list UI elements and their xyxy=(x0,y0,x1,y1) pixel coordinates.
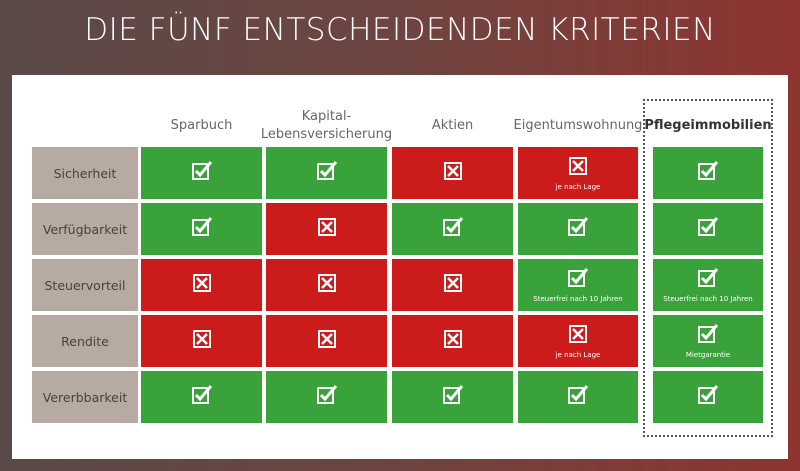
column-header: Pflegeimmobilien xyxy=(644,118,772,133)
table-cell: Mietgarantie xyxy=(653,315,763,367)
checkbox-checked-icon xyxy=(697,216,719,242)
table-cell xyxy=(266,371,387,423)
checkbox-checked-icon xyxy=(191,384,213,410)
checkbox-checked-icon xyxy=(697,384,719,410)
row-label: Verfügbarkeit xyxy=(32,203,138,255)
table-cell xyxy=(392,203,513,255)
checkbox-crossed-icon xyxy=(567,155,589,181)
page-title: DIE FÜNF ENTSCHEIDENDEN KRITERIEN xyxy=(84,12,716,48)
cell-note: Mietgarantie xyxy=(685,351,731,359)
table-cell xyxy=(653,147,763,199)
checkbox-crossed-icon xyxy=(567,323,589,349)
checkbox-crossed-icon xyxy=(442,272,464,298)
checkbox-checked-icon xyxy=(697,160,719,186)
checkbox-checked-icon xyxy=(697,267,719,293)
table-cell: je nach Lage xyxy=(518,315,638,367)
table-cell xyxy=(392,371,513,423)
checkbox-checked-icon xyxy=(191,160,213,186)
checkbox-checked-icon xyxy=(316,384,338,410)
cell-note: Steuerfrei nach 10 Jahren xyxy=(533,295,623,303)
table-cell xyxy=(141,371,262,423)
table-cell: je nach Lage xyxy=(518,147,638,199)
table-cell xyxy=(141,259,262,311)
row-label: Rendite xyxy=(32,315,138,367)
row-label: Sicherheit xyxy=(32,147,138,199)
checkbox-crossed-icon xyxy=(442,160,464,186)
checkbox-checked-icon xyxy=(316,160,338,186)
cell-note: je nach Lage xyxy=(555,351,601,359)
checkbox-checked-icon xyxy=(567,267,589,293)
table-cell xyxy=(653,371,763,423)
highlight-frame xyxy=(643,99,773,437)
checkbox-checked-icon xyxy=(442,384,464,410)
checkbox-crossed-icon xyxy=(442,328,464,354)
column-header: Kapital- Lebensversicherung xyxy=(260,109,393,142)
table-cell xyxy=(266,259,387,311)
column-header: Aktien xyxy=(431,118,474,133)
checkbox-crossed-icon xyxy=(316,272,338,298)
table-cell xyxy=(653,203,763,255)
table-cell xyxy=(518,203,638,255)
checkbox-checked-icon xyxy=(442,216,464,242)
checkbox-checked-icon xyxy=(191,216,213,242)
checkbox-checked-icon xyxy=(567,384,589,410)
table-cell xyxy=(141,147,262,199)
column-header: Sparbuch xyxy=(170,118,233,133)
table-cell: Steuerfrei nach 10 Jahren xyxy=(653,259,763,311)
checkbox-crossed-icon xyxy=(191,328,213,354)
table-cell xyxy=(266,315,387,367)
table-cell xyxy=(141,203,262,255)
table-cell xyxy=(392,147,513,199)
cell-note: je nach Lage xyxy=(555,183,601,191)
row-label: Vererbbarkeit xyxy=(32,371,138,423)
table-cell xyxy=(266,147,387,199)
checkbox-checked-icon xyxy=(697,323,719,349)
table-cell xyxy=(392,259,513,311)
checkbox-crossed-icon xyxy=(191,272,213,298)
checkbox-checked-icon xyxy=(567,216,589,242)
cell-note: Steuerfrei nach 10 Jahren xyxy=(663,295,753,303)
checkbox-crossed-icon xyxy=(316,328,338,354)
table-cell xyxy=(518,371,638,423)
checkbox-crossed-icon xyxy=(316,216,338,242)
table-cell xyxy=(141,315,262,367)
table-cell xyxy=(266,203,387,255)
table-cell xyxy=(392,315,513,367)
table-cell: Steuerfrei nach 10 Jahren xyxy=(518,259,638,311)
column-header: Eigentumswohnung xyxy=(513,118,643,133)
row-label: Steuervorteil xyxy=(32,259,138,311)
